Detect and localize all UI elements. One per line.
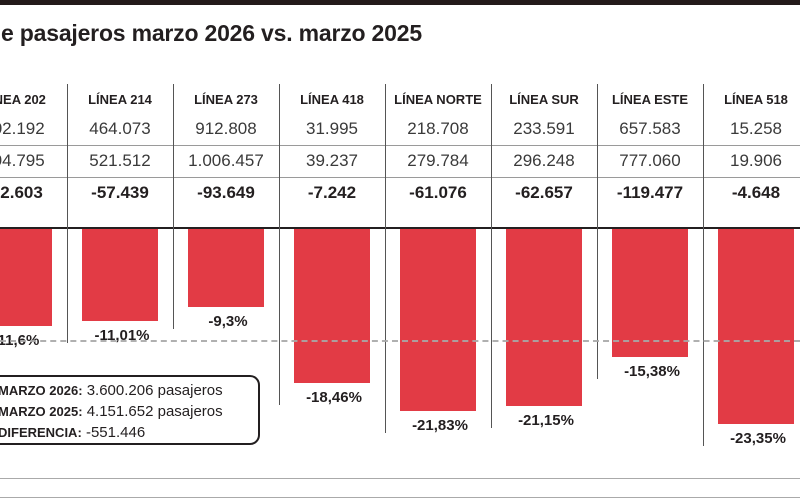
bar-l-nea-518 (718, 229, 794, 424)
legend-value: -551.446 (85, 424, 146, 441)
legend-label: MARZO 2026: (0, 383, 83, 398)
value-diferencia: -7.242 (307, 183, 357, 202)
value-marzo-2025: 794.795 (0, 151, 45, 170)
column-divider (491, 84, 492, 428)
value-diferencia: -93.649 (197, 183, 255, 202)
value-marzo-2026: 702.192 (0, 119, 45, 138)
value-diferencia: -57.439 (91, 183, 149, 202)
value-marzo-2026: 218.708 (407, 119, 469, 138)
column-header: LÍNEA ESTE (611, 92, 689, 107)
column-divider (597, 84, 598, 380)
bar-percent-label: -21,83% (412, 417, 468, 435)
value-marzo-2025: 1.006.457 (188, 151, 264, 170)
legend-label: DIFERENCIA: (0, 425, 82, 440)
value-marzo-2025: 521.512 (89, 151, 151, 170)
column-divider (173, 84, 174, 329)
value-diferencia: -62.657 (515, 183, 573, 202)
bar-percent-label: -15,38% (624, 363, 680, 381)
value-diferencia: -92.603 (0, 183, 43, 202)
column-header: LÍNEA 214 (88, 92, 152, 107)
column-header: LÍNEA 273 (194, 92, 258, 107)
value-marzo-2025: 296.248 (513, 151, 575, 170)
bar-l-nea-202 (0, 229, 52, 326)
chart-title: e pasajeros marzo 2026 vs. marzo 2025 (1, 20, 422, 46)
zero-axis (0, 227, 800, 229)
average-dashed-line (0, 339, 800, 342)
legend-value: 4.151.652 pasajeros (86, 403, 223, 420)
column-divider (385, 84, 386, 434)
value-marzo-2026: 233.591 (513, 119, 575, 138)
column-header: LÍNEA 418 (300, 92, 364, 107)
bar-percent-label: -21,15% (518, 411, 574, 429)
column-divider (279, 84, 280, 406)
bar-l-nea-sur (506, 229, 582, 406)
value-marzo-2026: 15.258 (730, 119, 782, 138)
footer-line (0, 497, 800, 498)
value-marzo-2026: 31.995 (306, 119, 358, 138)
value-marzo-2025: 39.237 (306, 151, 358, 170)
column-header: LÍNEA NORTE (394, 92, 482, 107)
bar-l-nea-norte (400, 229, 476, 412)
footer-line (0, 478, 800, 479)
column-divider (67, 84, 68, 343)
column-header: LÍNEA SUR (509, 92, 579, 107)
value-diferencia: -61.076 (409, 183, 467, 202)
value-marzo-2025: 19.906 (730, 151, 782, 170)
value-marzo-2026: 464.073 (89, 119, 151, 138)
value-marzo-2026: 657.583 (619, 119, 681, 138)
totals-legend: MARZO 2026: 3.600.206 pasajeros MARZO 20… (0, 375, 260, 445)
column-divider (703, 84, 704, 446)
bar-percent-label: -23,35% (730, 429, 786, 447)
row-divider (0, 177, 800, 178)
legend-label: MARZO 2025: (0, 404, 83, 419)
bar-l-nea-214 (82, 229, 158, 321)
bar-l-nea-418 (294, 229, 370, 384)
row-divider (0, 145, 800, 146)
value-marzo-2025: 279.784 (407, 151, 469, 170)
column-header: LÍNEA 518 (724, 92, 788, 107)
legend-value: 3.600.206 pasajeros (86, 382, 223, 399)
bar-percent-label: -18,46% (306, 389, 362, 407)
bar-l-nea-este (612, 229, 688, 358)
bar-percent-label: -11,01% (94, 326, 150, 344)
top-bar (0, 0, 800, 5)
column-header: LÍNEA 202 (0, 92, 46, 107)
value-diferencia: -4.648 (731, 183, 781, 202)
bar-l-nea-273 (188, 229, 264, 307)
value-marzo-2026: 912.808 (195, 119, 257, 138)
value-marzo-2025: 777.060 (619, 151, 681, 170)
bar-percent-label: -9,3% (208, 312, 248, 330)
value-diferencia: -119.477 (616, 183, 684, 202)
